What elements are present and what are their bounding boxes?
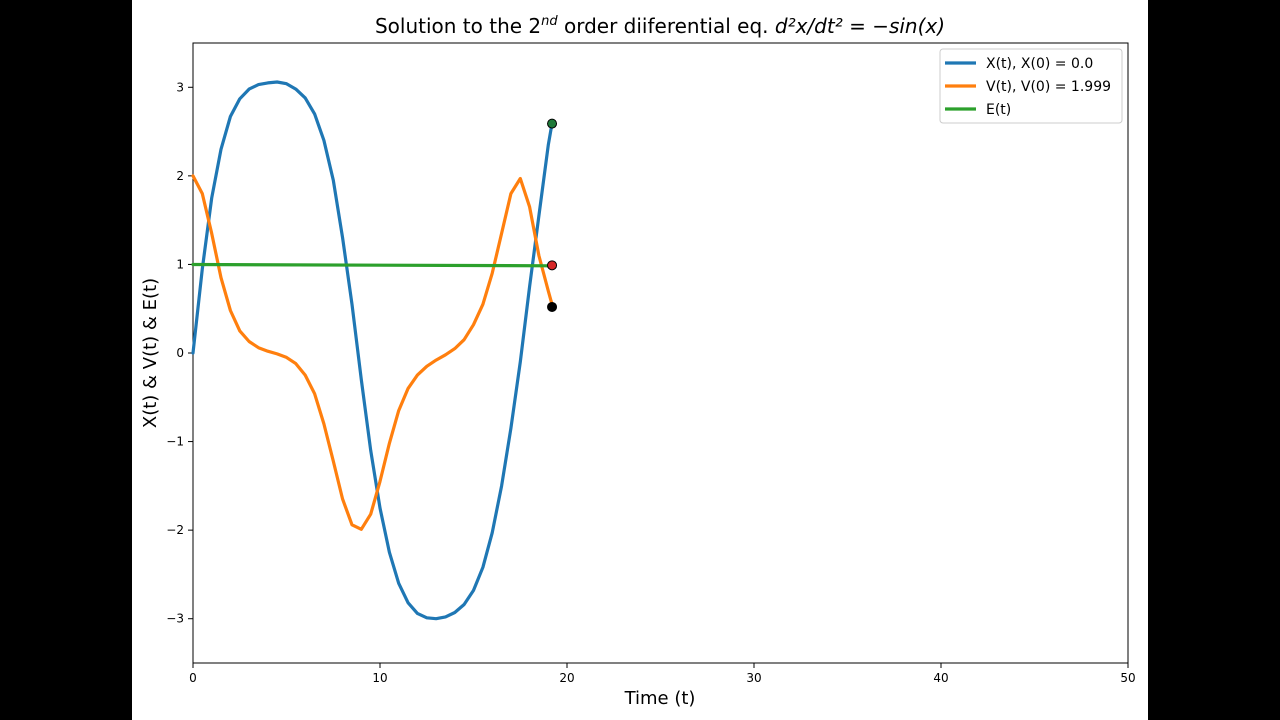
y-tick-label: −1 [166,435,184,449]
plot-area [192,42,1129,664]
end-markers [547,118,558,312]
figure-frame: Solution to the 2nd order diiferential e… [132,0,1148,720]
legend-label-2: V(t), V(0) = 1.999 [986,79,1111,95]
x-tick-label: 30 [746,671,761,685]
legend-box [939,48,1123,124]
legend: X(t), X(0) = 0.0 V(t), V(0) = 1.999 E(t) [939,48,1123,124]
legend-items: X(t), X(0) = 0.0 V(t), V(0) = 1.999 E(t) [945,56,1111,118]
series-line-2 [191,174,554,531]
y-axis-label: X(t) & V(t) & E(t) [140,278,161,428]
y-tick-label: 2 [176,169,184,183]
y-tick-label: 3 [176,80,184,94]
y-tick-label: −2 [166,523,184,537]
x-tick-label: 20 [559,671,574,685]
y-tick-label: 0 [176,346,184,360]
x-tick-label: 10 [372,671,387,685]
x-axis-label: Time (t) [624,688,696,709]
y-tick-label: −3 [166,612,184,626]
x-axis: 0 10 20 30 40 50 [189,663,1136,685]
end-marker-2 [547,260,558,271]
x-tick-label: 50 [1120,671,1135,685]
end-marker-1 [547,118,558,129]
series-layer [191,80,554,621]
series-line-3 [191,262,554,268]
legend-label-1: X(t), X(0) = 0.0 [986,56,1093,72]
series-line-1 [191,80,554,621]
x-tick-label: 40 [933,671,948,685]
legend-label-3: E(t) [986,102,1011,118]
y-axis: −3 −2 −1 0 1 2 3 [166,80,193,626]
x-tick-label: 0 [189,671,197,685]
line-chart: Solution to the 2nd order diiferential e… [140,14,1136,709]
chart-title: Solution to the 2nd order diiferential e… [375,14,945,38]
end-marker-3 [547,301,558,312]
y-tick-label: 1 [176,257,184,271]
